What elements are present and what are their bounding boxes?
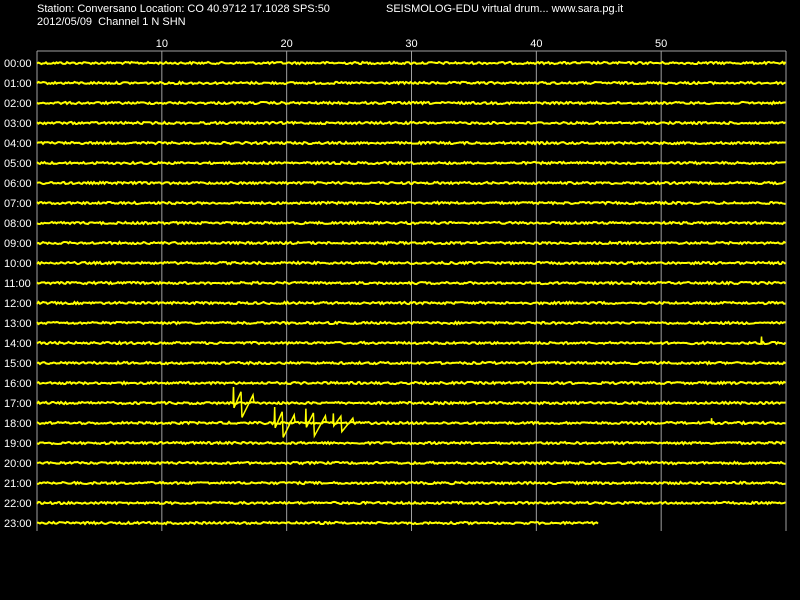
row-label-1300: 13:00	[4, 318, 32, 330]
row-label-0000: 00:00	[4, 58, 32, 70]
trace-row-1900	[36, 440, 786, 446]
x-tick-label-40: 40	[530, 38, 542, 50]
date-channel-info: 2012/05/09 Channel 1 N SHN	[37, 16, 186, 28]
x-tick-label-10: 10	[156, 38, 168, 50]
row-label-0200: 02:00	[4, 98, 32, 110]
trace-row-1800	[36, 420, 786, 426]
row-label-1900: 19:00	[4, 438, 32, 450]
row-label-1400: 14:00	[4, 338, 32, 350]
trace-row-0500	[36, 160, 786, 166]
trace-row-0600	[36, 180, 786, 186]
trace-row-0400	[36, 140, 786, 146]
trace-row-2200	[36, 500, 786, 506]
trace-row-1300	[36, 320, 786, 326]
trace-row-1200	[36, 300, 786, 306]
seismic-event-1	[760, 336, 763, 345]
row-label-2100: 21:00	[4, 478, 32, 490]
seismic-event-6	[710, 418, 713, 425]
trace-row-1400	[36, 340, 787, 346]
x-tick-label-20: 20	[281, 38, 293, 50]
trace-row-2300	[36, 520, 599, 526]
row-label-1200: 12:00	[4, 298, 32, 310]
trace-row-2000	[36, 460, 786, 466]
row-label-1800: 18:00	[4, 418, 32, 430]
row-label-0700: 07:00	[4, 198, 32, 210]
trace-row-1600	[36, 380, 787, 386]
row-label-0100: 01:00	[4, 78, 32, 90]
row-label-2300: 23:00	[4, 518, 32, 530]
row-label-1100: 11:00	[4, 278, 31, 290]
row-label-2000: 20:00	[4, 458, 32, 470]
trace-row-2100	[36, 480, 786, 486]
drum-title: SEISMOLOG-EDU virtual drum... www.sara.p…	[386, 3, 624, 15]
trace-row-0300	[36, 120, 786, 126]
row-label-1700: 17:00	[4, 398, 32, 410]
trace-row-0000	[36, 60, 787, 66]
seismic-event-3	[273, 406, 296, 438]
row-label-1600: 16:00	[4, 378, 32, 390]
row-label-0600: 06:00	[4, 178, 32, 190]
trace-row-0800	[36, 220, 786, 226]
row-label-0900: 09:00	[4, 238, 32, 250]
row-label-1000: 10:00	[4, 258, 32, 270]
row-label-2200: 22:00	[4, 498, 32, 510]
seismic-event-4	[304, 408, 328, 439]
x-tick-label-50: 50	[655, 38, 667, 50]
row-label-0800: 08:00	[4, 218, 32, 230]
trace-row-1000	[36, 260, 787, 266]
seismic-event-5	[332, 413, 355, 434]
x-tick-label-30: 30	[405, 38, 417, 50]
station-info: Station: Conversano Location: CO 40.9712…	[37, 3, 330, 15]
trace-row-0200	[36, 100, 786, 106]
row-label-0500: 05:00	[4, 158, 32, 170]
trace-row-1700	[36, 400, 786, 406]
seismic-event-2	[232, 386, 255, 418]
row-label-0300: 03:00	[4, 118, 32, 130]
row-label-0400: 04:00	[4, 138, 32, 150]
row-label-1500: 15:00	[4, 358, 32, 370]
trace-row-0700	[36, 200, 786, 206]
trace-row-0900	[36, 240, 787, 246]
trace-row-1100	[36, 280, 787, 286]
trace-row-0100	[36, 80, 786, 86]
trace-row-1500	[36, 360, 787, 366]
